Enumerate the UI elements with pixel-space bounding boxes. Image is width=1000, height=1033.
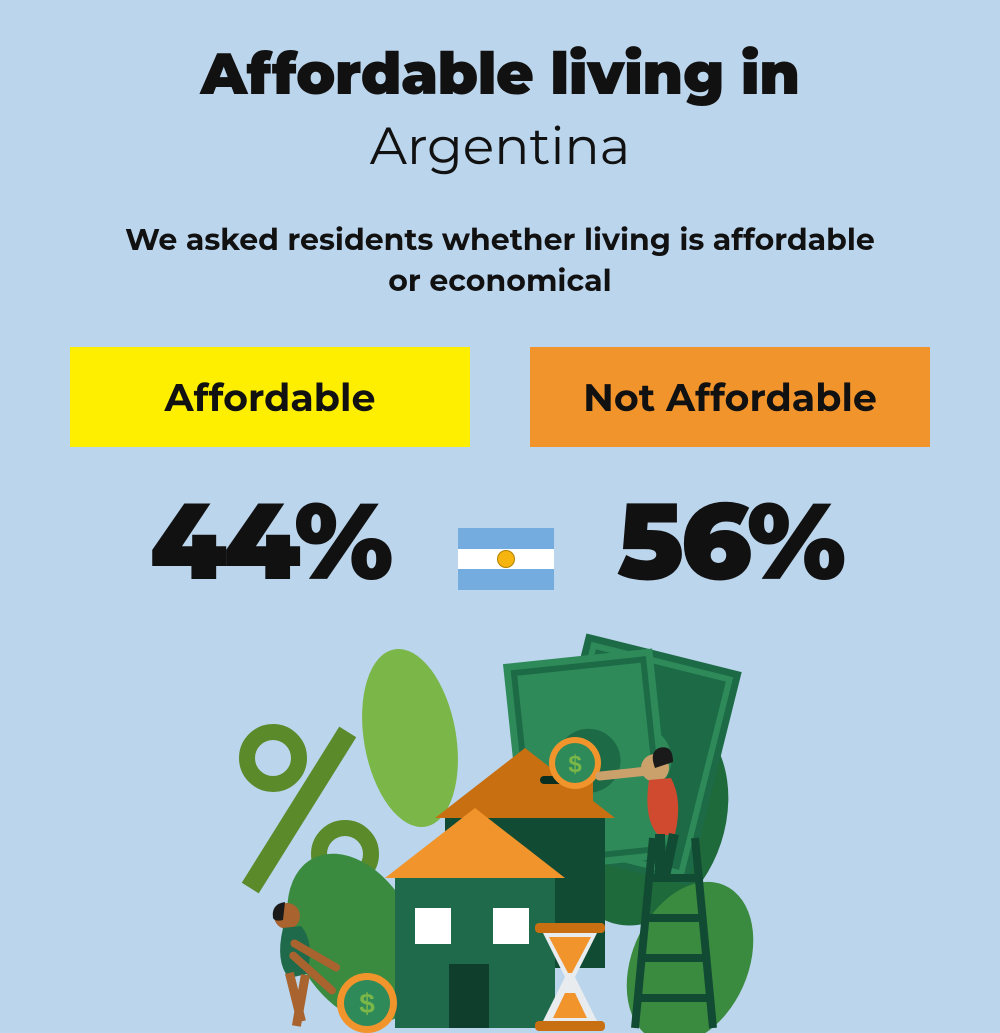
affordable-label-box: Affordable	[70, 347, 470, 447]
not-affordable-column: Not Affordable 56%	[530, 347, 930, 607]
header: Affordable living in Argentina	[0, 0, 1000, 178]
svg-text:$: $	[359, 988, 375, 1019]
coin-insert-icon: $	[549, 737, 601, 789]
finance-house-illustration: $ $	[235, 668, 785, 1028]
title-line-2: Argentina	[0, 115, 1000, 178]
svg-text:$: $	[568, 751, 582, 778]
coin-ground-icon: $	[337, 973, 397, 1033]
affordable-column: Affordable 44%	[70, 347, 470, 607]
subtitle: We asked residents whether living is aff…	[125, 220, 875, 301]
not-affordable-label-box: Not Affordable	[530, 347, 930, 447]
title-line-1: Affordable living in	[0, 38, 1000, 109]
affordable-percentage: 44%	[150, 475, 391, 607]
argentina-flag-icon	[458, 528, 554, 590]
not-affordable-percentage: 56%	[617, 475, 843, 607]
